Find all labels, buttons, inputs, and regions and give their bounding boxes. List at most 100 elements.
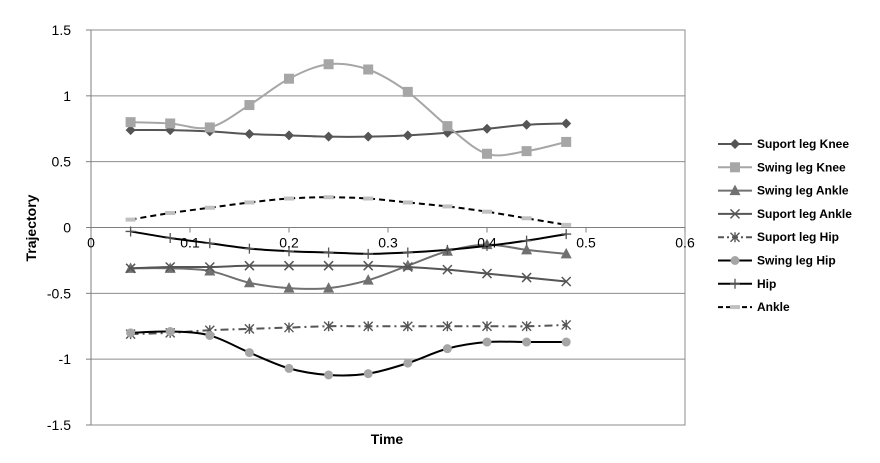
series-line bbox=[130, 323, 567, 336]
series-layer bbox=[125, 59, 572, 380]
data-point bbox=[165, 233, 176, 244]
y-tick-label: 1 bbox=[63, 88, 71, 104]
legend-marker bbox=[730, 305, 740, 310]
grid-lines bbox=[86, 29, 686, 426]
x-tick-label: 0.4 bbox=[477, 235, 497, 251]
data-point bbox=[402, 130, 413, 141]
legend: Suport leg Knee Swing leg Knee Swing leg A… bbox=[718, 137, 852, 314]
series-line bbox=[130, 330, 567, 377]
data-point bbox=[323, 131, 334, 142]
data-point bbox=[521, 235, 532, 246]
data-point bbox=[482, 209, 492, 214]
x-tick-label: 0 bbox=[87, 235, 95, 251]
data-point bbox=[561, 276, 572, 287]
legend-marker bbox=[730, 256, 740, 265]
y-tick-label: 0.5 bbox=[52, 154, 72, 170]
data-point bbox=[561, 337, 571, 347]
data-point bbox=[125, 226, 136, 237]
data-point bbox=[363, 369, 373, 379]
legend-item: Suport leg Hip bbox=[718, 230, 839, 244]
data-point bbox=[125, 217, 136, 222]
data-point bbox=[362, 274, 374, 285]
y-tick-label: -1.5 bbox=[47, 417, 71, 433]
tick-labels: 1.5 1 0.5 0 -0.5 -1 -1.5 0 0.1 0.2 0.3 0.4 0.5 0.6 bbox=[47, 22, 695, 433]
data-point bbox=[402, 86, 413, 97]
y-tick-label: -0.5 bbox=[47, 285, 71, 301]
x-tick-label: 0.6 bbox=[675, 235, 695, 251]
data-point bbox=[363, 248, 374, 259]
data-point bbox=[323, 247, 334, 258]
x-tick-label: 0.5 bbox=[576, 235, 596, 251]
data-point bbox=[561, 319, 572, 330]
series-suport-leg-hip bbox=[125, 319, 572, 340]
data-point bbox=[165, 211, 176, 216]
legend-item: Ankle bbox=[718, 300, 790, 314]
data-point bbox=[284, 246, 294, 257]
y-tick-label: 0 bbox=[63, 220, 71, 236]
data-point bbox=[521, 272, 532, 283]
data-point bbox=[323, 321, 334, 332]
y-tick-label: 1.5 bbox=[52, 22, 72, 38]
data-point bbox=[521, 216, 532, 221]
data-point bbox=[363, 64, 374, 75]
series-line bbox=[130, 264, 567, 283]
data-point bbox=[561, 136, 572, 147]
legend-item: Suport leg Knee bbox=[718, 137, 849, 151]
series-suport-leg-knee bbox=[125, 118, 572, 142]
series-line bbox=[130, 122, 567, 138]
data-point bbox=[244, 323, 255, 334]
data-point bbox=[244, 129, 255, 140]
data-point bbox=[363, 196, 374, 201]
legend-item: Suport leg Ankle bbox=[718, 207, 852, 221]
data-point bbox=[284, 322, 294, 333]
data-point bbox=[204, 238, 215, 249]
data-point bbox=[243, 276, 255, 288]
legend-label: Suport leg Hip bbox=[757, 230, 839, 244]
data-point bbox=[125, 125, 136, 136]
data-point bbox=[442, 121, 453, 132]
data-point bbox=[284, 363, 294, 373]
x-tick-label: 0.2 bbox=[279, 235, 299, 251]
data-point bbox=[204, 122, 215, 133]
data-point bbox=[482, 123, 492, 134]
y-tick-label: -1 bbox=[59, 351, 72, 367]
data-point bbox=[244, 260, 255, 271]
x-axis-title: Time bbox=[371, 431, 404, 447]
series-suport-leg-ankle bbox=[125, 260, 572, 287]
data-point bbox=[284, 196, 294, 201]
data-point bbox=[205, 330, 215, 340]
data-point bbox=[125, 117, 136, 128]
data-point bbox=[442, 204, 453, 209]
x-tick-label: 0.1 bbox=[180, 235, 200, 251]
series-ankle bbox=[125, 195, 572, 227]
x-tick-label: 0.3 bbox=[378, 235, 398, 251]
data-point bbox=[481, 268, 493, 279]
data-point bbox=[244, 348, 254, 358]
legend-label: Ankle bbox=[757, 300, 790, 314]
data-point bbox=[283, 282, 295, 293]
series-line bbox=[130, 62, 567, 157]
data-point bbox=[363, 321, 374, 332]
legend-marker bbox=[729, 184, 741, 196]
data-point bbox=[402, 321, 413, 332]
data-point bbox=[560, 247, 572, 259]
data-point bbox=[403, 358, 413, 368]
legend-item: Swing leg Knee bbox=[718, 160, 846, 174]
data-point bbox=[442, 344, 452, 354]
data-point bbox=[363, 131, 374, 142]
legend-marker bbox=[729, 208, 741, 219]
data-point bbox=[165, 327, 175, 337]
data-point bbox=[284, 73, 294, 84]
data-point bbox=[324, 370, 334, 380]
data-point bbox=[442, 321, 453, 332]
data-point bbox=[244, 100, 255, 111]
legend-item: Swing leg Hip bbox=[718, 254, 836, 268]
data-point bbox=[323, 282, 335, 293]
legend-marker bbox=[730, 278, 740, 289]
data-point bbox=[521, 321, 532, 332]
data-point bbox=[561, 118, 572, 129]
legend-marker bbox=[730, 139, 740, 149]
data-point bbox=[284, 130, 294, 141]
series-swing-leg-knee bbox=[125, 59, 572, 159]
